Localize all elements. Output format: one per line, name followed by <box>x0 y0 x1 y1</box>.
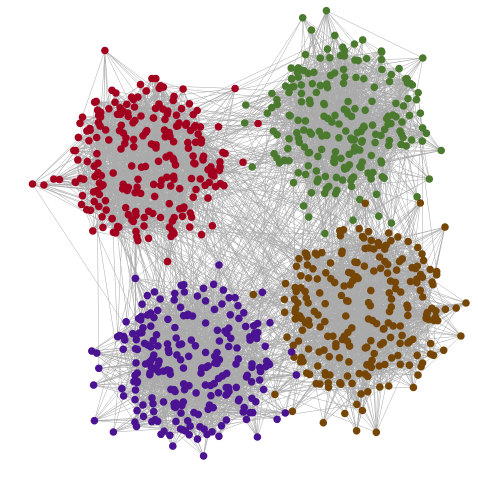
edge <box>93 381 138 386</box>
edge <box>370 325 394 341</box>
edge <box>325 341 410 376</box>
edge <box>319 256 380 385</box>
edge <box>384 129 430 180</box>
edge <box>201 123 259 140</box>
edge <box>122 111 138 188</box>
edge <box>335 137 340 194</box>
edge <box>381 57 423 60</box>
edge <box>343 83 413 86</box>
edge <box>329 374 357 431</box>
edge <box>43 184 98 191</box>
edge <box>326 10 423 59</box>
edge <box>413 355 418 388</box>
edge <box>302 17 361 151</box>
edge <box>93 384 136 391</box>
edge <box>356 350 444 405</box>
edge <box>310 68 400 104</box>
edge <box>422 141 430 180</box>
edge <box>401 99 417 123</box>
edge <box>88 122 180 142</box>
edge <box>384 248 427 315</box>
edge <box>244 17 303 124</box>
edge <box>75 150 114 174</box>
edge <box>381 59 408 80</box>
edge <box>351 116 387 119</box>
edge <box>366 58 423 129</box>
edge <box>329 264 388 357</box>
edge <box>388 116 442 151</box>
edge <box>113 403 154 433</box>
edge <box>325 372 419 376</box>
edge <box>105 129 145 218</box>
edge <box>420 290 457 309</box>
edge <box>271 82 408 94</box>
edge <box>105 102 116 130</box>
edge <box>316 83 344 182</box>
edge <box>301 101 382 164</box>
edge <box>381 150 442 164</box>
edge <box>115 225 213 234</box>
edges <box>32 10 467 457</box>
edge <box>407 241 422 367</box>
edge <box>311 30 325 105</box>
edge <box>303 126 364 131</box>
edge <box>160 85 236 89</box>
edge <box>360 366 422 395</box>
edge <box>298 76 362 143</box>
edge <box>299 260 424 317</box>
edge <box>59 179 118 227</box>
edge <box>309 226 446 326</box>
edge <box>79 50 106 124</box>
edge <box>400 364 414 388</box>
edge <box>302 17 328 50</box>
edge <box>315 253 388 265</box>
edge <box>429 227 446 270</box>
edge <box>326 10 331 76</box>
edge <box>269 322 278 420</box>
edge <box>352 383 380 388</box>
edge <box>349 345 419 376</box>
edge <box>417 335 462 376</box>
edge <box>412 281 433 340</box>
edge <box>405 145 418 197</box>
edge <box>323 320 438 423</box>
edge <box>111 88 160 219</box>
edge <box>257 389 264 438</box>
edge <box>253 262 331 295</box>
edge <box>182 88 259 124</box>
edge <box>94 119 166 167</box>
edge <box>307 256 411 282</box>
edge <box>245 17 303 106</box>
